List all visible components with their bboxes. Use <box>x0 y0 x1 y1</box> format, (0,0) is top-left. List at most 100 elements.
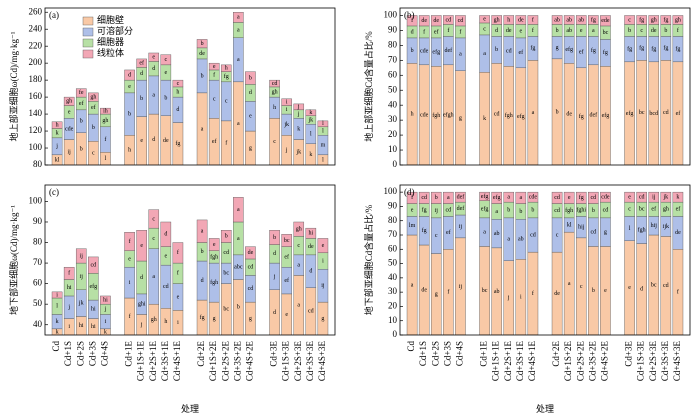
bar-segment <box>515 191 527 204</box>
y-tick-label: 260 <box>29 6 43 16</box>
significance-letter: b <box>128 111 131 117</box>
x-tick-label: Cd+3S+3E <box>305 341 315 382</box>
y-tick-label: 60 <box>33 278 43 288</box>
y-tick-label: 90 <box>388 24 398 34</box>
significance-letter: l <box>310 131 312 137</box>
x-tick-label: Cd+2E <box>551 340 561 366</box>
bar-segment <box>648 15 660 25</box>
significance-letter: de <box>675 230 681 236</box>
significance-letter: ef <box>676 206 681 213</box>
significance-letter: cd <box>421 195 427 201</box>
x-tick-label: Cd+1E <box>124 340 134 366</box>
bar-segment <box>317 120 329 128</box>
significance-letter: a <box>519 195 522 201</box>
significance-letter: gh <box>675 17 681 23</box>
y-tick-label: 60 <box>388 243 398 253</box>
significance-letter: ef <box>284 253 289 260</box>
bar-segment <box>455 15 466 27</box>
significance-letter: k <box>56 329 59 335</box>
significance-letter: d <box>176 107 179 113</box>
bar-segment <box>233 197 244 223</box>
y-tick-label: 30 <box>388 114 398 124</box>
significance-letter: a <box>237 207 240 213</box>
x-tick-label: Cd+2S <box>430 341 440 366</box>
bar-segment <box>575 15 587 25</box>
bar-segment <box>269 118 280 165</box>
significance-letter: b <box>225 234 228 240</box>
significance-letter: b <box>249 75 252 81</box>
plot <box>406 191 684 335</box>
bar-segment <box>443 15 454 25</box>
significance-letter: b <box>592 288 595 294</box>
significance-letter: cd <box>248 286 254 292</box>
significance-letter: k <box>56 131 59 137</box>
significance-letter: kl <box>55 157 60 163</box>
significance-letter: b <box>237 305 240 311</box>
x-tick-label: Cd+4S+3E <box>317 341 327 382</box>
significance-letter: b <box>201 249 204 255</box>
panel-label: (c) <box>49 187 59 197</box>
x-tick-label: Cd+3S+3E <box>660 341 670 382</box>
significance-letter: cd <box>445 207 451 213</box>
panel-label: (d) <box>404 187 415 197</box>
significance-letter: efg <box>89 283 97 290</box>
significance-letter: gh <box>296 227 302 233</box>
legend-label: 线粒体 <box>97 47 124 58</box>
significance-letter: fg <box>603 49 608 56</box>
significance-letter: ijk <box>663 224 669 230</box>
bar-segment <box>88 92 99 102</box>
significance-letter: hi <box>91 307 96 313</box>
significance-letter: i <box>129 280 131 286</box>
plot <box>51 12 329 165</box>
x-tick-label: Cd+1S+3E <box>281 341 291 382</box>
significance-letter: j <box>67 305 70 311</box>
significance-letter: a <box>237 121 240 127</box>
significance-letter: b <box>664 28 667 34</box>
significance-letter: bc <box>603 30 609 36</box>
significance-letter: ef <box>446 229 451 236</box>
significance-letter: bc <box>651 282 657 288</box>
significance-letter: l <box>56 304 58 310</box>
significance-letter: fg <box>200 314 205 321</box>
y-tick-label: 50 <box>388 84 398 94</box>
significance-letter: de <box>421 287 427 293</box>
y-tick-label: 220 <box>29 40 43 50</box>
bar-segment <box>100 328 111 335</box>
significance-letter: j <box>55 144 58 150</box>
bar-segment <box>196 219 208 243</box>
bar-segment <box>148 52 160 62</box>
significance-letter: b <box>435 195 438 201</box>
bar-segment <box>551 191 563 204</box>
bar-segment <box>281 234 292 247</box>
significance-letter: ij <box>435 208 439 214</box>
y-axis-label: 地上部亚细胞Cd含量占比/% <box>363 31 374 142</box>
legend-swatch <box>82 38 94 48</box>
significance-letter: b <box>592 208 595 214</box>
significance-letter: ij <box>80 253 84 259</box>
significance-letter: kl <box>567 222 572 228</box>
significance-letter: b <box>164 95 167 101</box>
bar-segment <box>503 191 515 203</box>
significance-letter: a <box>201 229 204 235</box>
significance-letter: c <box>152 236 155 242</box>
significance-letter: fg <box>579 113 584 120</box>
significance-letter: a <box>237 236 240 242</box>
bar-segment <box>136 58 147 68</box>
significance-letter: d <box>249 90 252 96</box>
x-tick-label: Cd+4S <box>99 341 109 366</box>
y-tick-label: 80 <box>388 39 398 49</box>
bar-segment <box>233 12 244 23</box>
x-tick-label: Cd <box>406 341 416 352</box>
significance-letter: jk <box>662 195 668 201</box>
significance-letter: def <box>457 194 465 201</box>
bar-segment <box>600 191 611 203</box>
bar-segment <box>88 256 99 274</box>
y-tick-label: 100 <box>384 10 398 20</box>
y-tick-label: 70 <box>388 54 398 64</box>
significance-letter: e <box>483 17 486 23</box>
significance-letter: ef <box>676 110 681 117</box>
bar-segment <box>551 15 563 25</box>
significance-letter: e <box>249 114 252 120</box>
bar-segment <box>588 191 599 204</box>
bar-segment <box>491 15 502 25</box>
